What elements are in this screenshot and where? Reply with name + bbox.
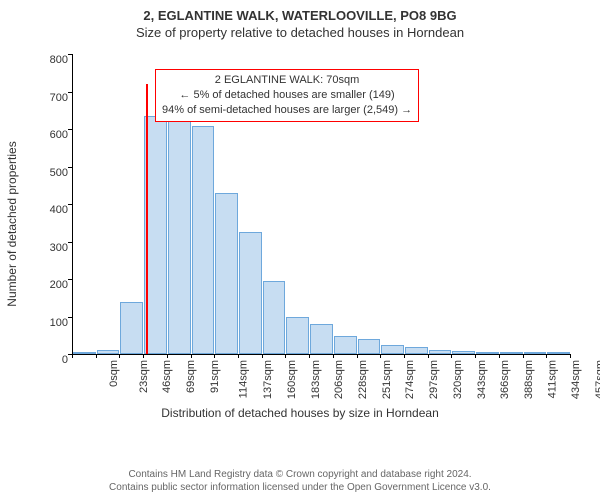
histogram-bar	[286, 317, 309, 355]
y-tick-mark	[68, 317, 72, 318]
x-tick-label: 137sqm	[262, 360, 274, 399]
x-tick-mark	[475, 354, 476, 358]
histogram-bar	[524, 352, 547, 354]
x-tick-mark	[143, 354, 144, 358]
chart-subtitle: Size of property relative to detached ho…	[0, 23, 600, 44]
chart-page: { "title": "2, EGLANTINE WALK, WATERLOOV…	[0, 0, 600, 500]
histogram-bar	[547, 352, 570, 354]
annotation-line-2: ← 5% of detached houses are smaller (149…	[162, 88, 412, 103]
x-tick-mark	[428, 354, 429, 358]
chart-title: 2, EGLANTINE WALK, WATERLOOVILLE, PO8 9B…	[0, 0, 600, 23]
x-tick-label: 228sqm	[357, 360, 369, 399]
annotation-box: 2 EGLANTINE WALK: 70sqm ← 5% of detached…	[155, 69, 419, 122]
histogram-bar	[263, 281, 286, 354]
y-tick-label: 200	[40, 279, 68, 291]
y-tick-label: 100	[40, 317, 68, 329]
histogram-bar	[97, 350, 120, 354]
x-tick-label: 366sqm	[499, 360, 511, 399]
footer-attribution: Contains HM Land Registry data © Crown c…	[0, 468, 600, 494]
histogram-bar	[452, 351, 475, 354]
x-tick-mark	[523, 354, 524, 358]
x-tick-mark	[380, 354, 381, 358]
y-tick-mark	[68, 92, 72, 93]
x-tick-mark	[72, 354, 73, 358]
x-tick-mark	[357, 354, 358, 358]
y-tick-mark	[68, 167, 72, 168]
x-tick-mark	[167, 354, 168, 358]
footer-line-2: Contains public sector information licen…	[0, 481, 600, 494]
x-tick-label: 434sqm	[571, 360, 583, 399]
x-tick-label: 46sqm	[161, 360, 173, 393]
histogram-bar	[429, 350, 452, 355]
x-tick-mark	[570, 354, 571, 358]
y-tick-label: 400	[40, 204, 68, 216]
x-tick-mark	[404, 354, 405, 358]
x-tick-mark	[285, 354, 286, 358]
x-tick-label: 160sqm	[286, 360, 298, 399]
x-tick-mark	[96, 354, 97, 358]
x-tick-mark	[499, 354, 500, 358]
x-tick-label: 23sqm	[138, 360, 150, 393]
y-axis-label: Number of detached properties	[5, 141, 19, 306]
histogram-bar	[215, 193, 238, 354]
x-tick-label: 411sqm	[546, 360, 558, 398]
plot-area: 2 EGLANTINE WALK: 70sqm ← 5% of detached…	[72, 54, 571, 355]
y-tick-label: 500	[40, 167, 68, 179]
chart-area: Number of detached properties 2 EGLANTIN…	[20, 44, 580, 404]
y-tick-label: 800	[40, 54, 68, 66]
footer-line-1: Contains HM Land Registry data © Crown c…	[0, 468, 600, 481]
x-tick-mark	[119, 354, 120, 358]
x-tick-mark	[309, 354, 310, 358]
x-tick-label: 206sqm	[333, 360, 345, 399]
x-tick-label: 457sqm	[594, 360, 600, 399]
x-tick-mark	[262, 354, 263, 358]
y-tick-label: 600	[40, 129, 68, 141]
histogram-bar	[120, 302, 143, 355]
x-tick-label: 183sqm	[310, 360, 322, 399]
histogram-bar	[334, 336, 357, 354]
histogram-bar	[73, 352, 96, 354]
x-tick-label: 274sqm	[405, 360, 417, 399]
histogram-bar	[168, 120, 191, 354]
y-tick-mark	[68, 129, 72, 130]
x-tick-label: 251sqm	[381, 360, 393, 399]
histogram-bar	[358, 339, 381, 354]
x-tick-label: 388sqm	[523, 360, 535, 399]
x-tick-label: 320sqm	[452, 360, 464, 399]
y-tick-mark	[68, 54, 72, 55]
annotation-line-3: 94% of semi-detached houses are larger (…	[162, 103, 412, 118]
annotation-line-1: 2 EGLANTINE WALK: 70sqm	[162, 73, 412, 88]
histogram-bar	[476, 352, 499, 354]
y-tick-mark	[68, 279, 72, 280]
y-tick-label: 0	[40, 354, 68, 366]
x-tick-mark	[333, 354, 334, 358]
x-tick-label: 91sqm	[209, 360, 221, 393]
property-marker-line	[146, 84, 148, 354]
y-tick-mark	[68, 242, 72, 243]
histogram-bar	[405, 347, 428, 354]
x-tick-mark	[191, 354, 192, 358]
x-tick-mark	[214, 354, 215, 358]
x-tick-label: 69sqm	[185, 360, 197, 393]
histogram-bar	[381, 345, 404, 354]
x-tick-mark	[238, 354, 239, 358]
x-tick-mark	[546, 354, 547, 358]
x-tick-label: 297sqm	[428, 360, 440, 399]
x-tick-label: 343sqm	[476, 360, 488, 399]
x-axis-label: Distribution of detached houses by size …	[20, 406, 580, 420]
y-tick-mark	[68, 204, 72, 205]
y-tick-label: 300	[40, 242, 68, 254]
x-tick-label: 0sqm	[108, 360, 120, 387]
histogram-bar	[310, 324, 333, 354]
x-tick-label: 114sqm	[238, 360, 250, 398]
histogram-bar	[192, 126, 215, 354]
histogram-bar	[500, 352, 523, 354]
x-tick-mark	[451, 354, 452, 358]
y-tick-label: 700	[40, 92, 68, 104]
histogram-bar	[239, 232, 262, 354]
